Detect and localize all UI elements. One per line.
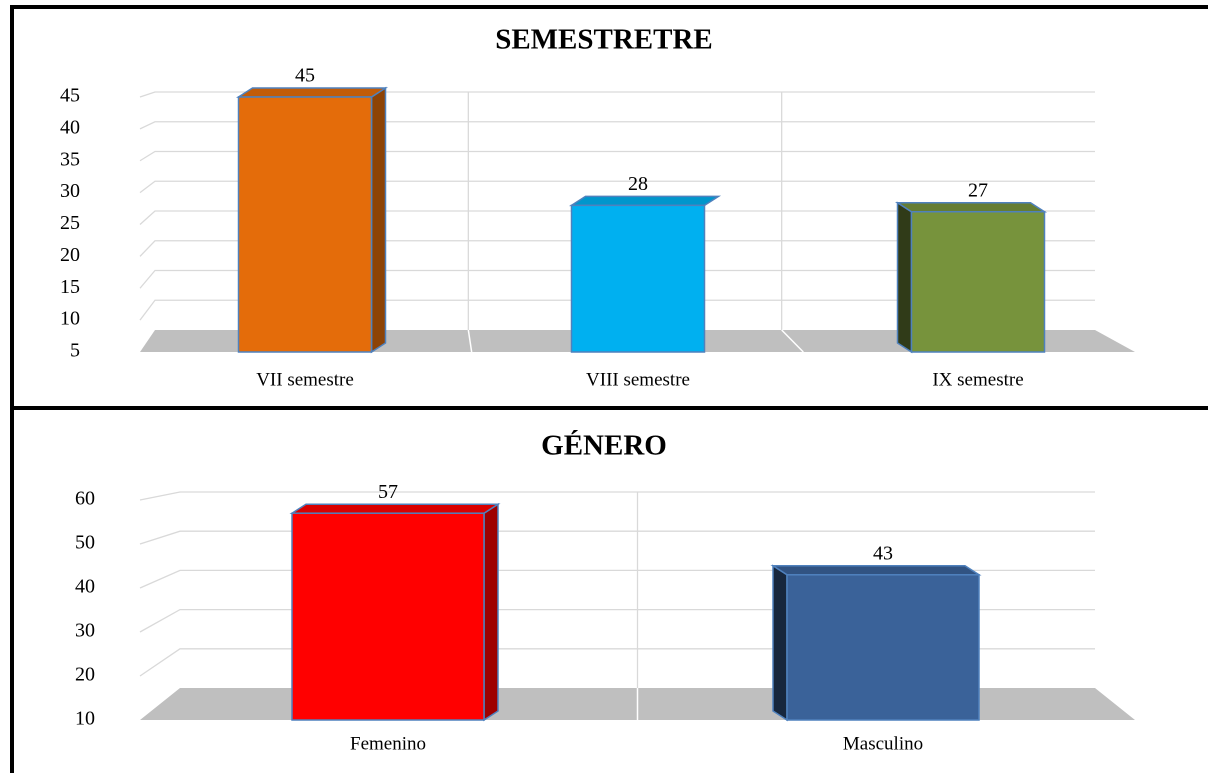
category-divider [781, 329, 804, 353]
bar-group [770, 564, 982, 722]
bar [237, 96, 373, 353]
x-tick-label: Femenino [350, 733, 426, 754]
bar-group [235, 86, 389, 354]
y-tick-label: 20 [75, 664, 95, 686]
bar-group [289, 502, 501, 722]
y-tick-label: 10 [75, 708, 95, 730]
grid-line [139, 491, 1095, 501]
category-divider [467, 329, 473, 353]
grid-line [139, 530, 1095, 545]
value-label: 27 [968, 179, 988, 201]
y-tick-label: 5 [70, 340, 80, 362]
bar-top [770, 565, 982, 576]
x-tick-label: VII semestre [256, 369, 354, 390]
bar-side [370, 86, 387, 354]
bar-group [894, 201, 1048, 354]
bar-top [894, 202, 1048, 213]
bar-side [772, 564, 788, 722]
y-tick-label: 15 [60, 276, 80, 298]
bar-top [289, 503, 501, 514]
charts: SEMESTRETRE 5 10 15 20 25 30 35 40 45 45 VII semest… [60, 24, 1135, 754]
bar [910, 211, 1046, 353]
chart-title: SEMESTRETRE [495, 24, 713, 56]
y-tick-label: 25 [60, 212, 80, 234]
x-tick-label: IX semestre [932, 369, 1023, 390]
y-tick-label: 35 [60, 148, 80, 170]
y-tick-label: 60 [75, 488, 95, 510]
x-tick-label: VIII semestre [586, 369, 690, 390]
y-tick-label: 50 [75, 532, 95, 554]
value-label: 45 [295, 65, 315, 87]
y-tick-label: 40 [60, 116, 80, 138]
y-tick-label: 45 [60, 85, 80, 107]
bar-top [568, 195, 722, 207]
bar-side [896, 201, 913, 354]
chart: SEMESTRETRE 5 10 15 20 25 30 35 40 45 45 VII semest… [60, 24, 1135, 390]
top-panel-border [10, 5, 1208, 410]
y-tick-label: 30 [60, 180, 80, 202]
bar [291, 512, 485, 721]
value-label: 28 [628, 173, 648, 195]
x-tick-label: Masculino [843, 733, 923, 754]
value-label: 43 [873, 542, 893, 564]
y-tick-label: 40 [75, 576, 95, 598]
bar [570, 204, 706, 353]
bar-side [483, 502, 499, 722]
value-label: 57 [378, 481, 398, 503]
bar-group [568, 195, 722, 353]
bar [786, 574, 980, 721]
bar-top [235, 87, 389, 98]
y-tick-label: 30 [75, 620, 95, 642]
chart: GÉNERO 10 20 30 40 50 60 57 Femenino 43 Masculino [75, 429, 1135, 754]
y-tick-label: 10 [60, 308, 80, 330]
y-tick-label: 20 [60, 244, 80, 266]
chart-title: GÉNERO [541, 429, 667, 462]
